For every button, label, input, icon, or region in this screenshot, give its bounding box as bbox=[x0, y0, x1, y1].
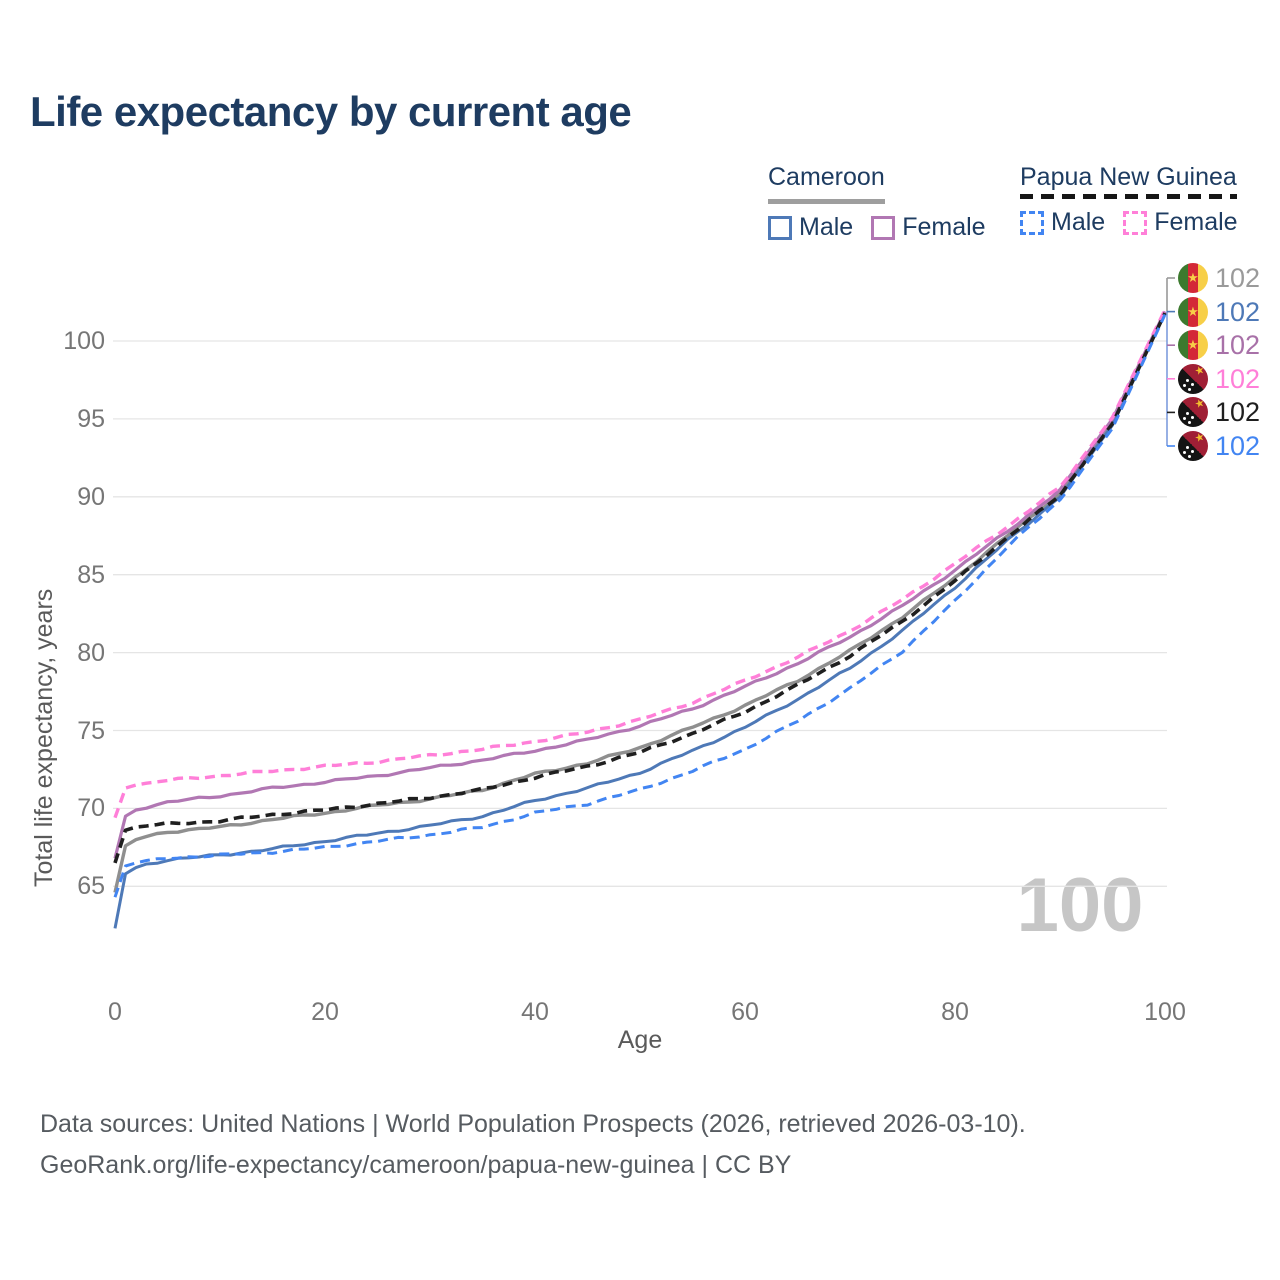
legend-row-papua-new-guinea: Male Female bbox=[1020, 208, 1256, 237]
series-line-papua-new-guinea-total[interactable] bbox=[113, 312, 1167, 864]
x-tick-label-100: 100 bbox=[1144, 998, 1186, 1026]
age-frame-watermark: 100 bbox=[1016, 863, 1144, 948]
series-line-cameroon-total[interactable] bbox=[113, 312, 1167, 893]
legend-item-cameroon-female[interactable]: Female bbox=[871, 213, 986, 242]
end-label-row-cameroon-female[interactable]: ★ 102 bbox=[1178, 330, 1261, 361]
legend-row-cameroon: Male Female bbox=[768, 213, 1004, 242]
cameroon-female-swatch-icon bbox=[871, 215, 896, 240]
footer-link-line: GeoRank.org/life-expectancy/cameroon/pap… bbox=[40, 1151, 792, 1179]
end-label-row-papua-new-guinea-male[interactable]: ★ 102 bbox=[1178, 431, 1260, 461]
x-tick-label-20: 20 bbox=[311, 998, 339, 1026]
png-female-swatch-icon bbox=[1123, 210, 1148, 235]
papua-new-guinea-flag-icon: ★ bbox=[1178, 431, 1208, 461]
png-bird-icon: ★ bbox=[1193, 430, 1207, 446]
end-value-label: 102 bbox=[1215, 296, 1261, 327]
y-tick-label-70: 70 bbox=[77, 794, 105, 823]
series-line-papua-new-guinea-female[interactable] bbox=[113, 309, 1167, 819]
legend-group-papua-new-guinea: Papua New Guinea Male Female bbox=[1020, 163, 1256, 237]
end-value-label: 102 bbox=[1215, 330, 1261, 361]
series-line-cameroon-male[interactable] bbox=[113, 312, 1167, 929]
x-tick-label-60: 60 bbox=[731, 998, 759, 1026]
y-tick-label-90: 90 bbox=[77, 482, 105, 511]
png-bird-icon: ★ bbox=[1193, 363, 1207, 379]
y-tick-label-80: 80 bbox=[77, 638, 105, 667]
png-southern-cross-icon bbox=[1186, 412, 1189, 416]
x-tick-label-40: 40 bbox=[521, 998, 549, 1026]
footer: Data sources: United Nations | World Pop… bbox=[40, 1104, 1026, 1186]
end-label-row-cameroon-male[interactable]: ★ 102 bbox=[1178, 296, 1261, 327]
y-tick-label-95: 95 bbox=[77, 404, 105, 433]
x-tick-label-0: 0 bbox=[108, 998, 122, 1026]
cameroon-star-icon: ★ bbox=[1187, 337, 1199, 353]
legend-label: Female bbox=[1154, 208, 1238, 236]
series-line-papua-new-guinea-male[interactable] bbox=[113, 313, 1167, 898]
end-value-label: 102 bbox=[1215, 431, 1261, 461]
cameroon-flag-icon: ★ bbox=[1178, 263, 1208, 293]
end-value-label: 102 bbox=[1215, 263, 1261, 293]
x-tick-label-80: 80 bbox=[941, 998, 969, 1026]
legend-heading-cameroon[interactable]: Cameroon bbox=[768, 163, 885, 204]
legend-item-png-female[interactable]: Female bbox=[1123, 208, 1238, 237]
y-tick-label-100: 100 bbox=[63, 327, 105, 355]
y-tick-label-65: 65 bbox=[77, 872, 105, 901]
legend-label: Male bbox=[799, 213, 854, 241]
png-male-swatch-icon bbox=[1020, 210, 1044, 235]
png-southern-cross-icon bbox=[1186, 378, 1189, 382]
footer-sources-line: Data sources: United Nations | World Pop… bbox=[40, 1110, 1026, 1138]
y-tick-label-85: 85 bbox=[77, 560, 105, 589]
cameroon-star-icon: ★ bbox=[1187, 269, 1199, 285]
legend-label: Female bbox=[902, 213, 986, 241]
legend-label: Male bbox=[1051, 208, 1106, 236]
end-label-row-papua-new-guinea-total[interactable]: ★ 102 bbox=[1178, 397, 1261, 428]
cameroon-flag-icon: ★ bbox=[1178, 296, 1208, 327]
legend-item-cameroon-male[interactable]: Male bbox=[768, 213, 853, 242]
end-value-label: 102 bbox=[1215, 397, 1261, 428]
cameroon-flag-icon: ★ bbox=[1178, 330, 1208, 361]
x-axis-title: Age bbox=[617, 1026, 663, 1054]
series-line-cameroon-female[interactable] bbox=[113, 310, 1167, 859]
end-label-row-papua-new-guinea-female[interactable]: ★ 102 bbox=[1178, 364, 1260, 394]
png-southern-cross-icon bbox=[1186, 446, 1189, 449]
papua-new-guinea-flag-icon: ★ bbox=[1178, 364, 1208, 394]
y-tick-label-75: 75 bbox=[77, 716, 105, 745]
legend-item-png-male[interactable]: Male bbox=[1020, 208, 1105, 237]
page-title: Life expectancy by current age bbox=[30, 88, 632, 135]
cameroon-male-swatch-icon bbox=[768, 215, 792, 240]
end-value-label: 102 bbox=[1215, 363, 1261, 394]
legend-group-cameroon: Cameroon Male Female bbox=[768, 163, 1004, 242]
png-bird-icon: ★ bbox=[1193, 397, 1207, 412]
cameroon-star-icon: ★ bbox=[1187, 303, 1199, 319]
papua-new-guinea-flag-icon: ★ bbox=[1178, 397, 1208, 428]
legend-heading-papua-new-guinea[interactable]: Papua New Guinea bbox=[1020, 163, 1237, 199]
end-label-row-cameroon-total[interactable]: ★ 102 bbox=[1178, 263, 1260, 293]
